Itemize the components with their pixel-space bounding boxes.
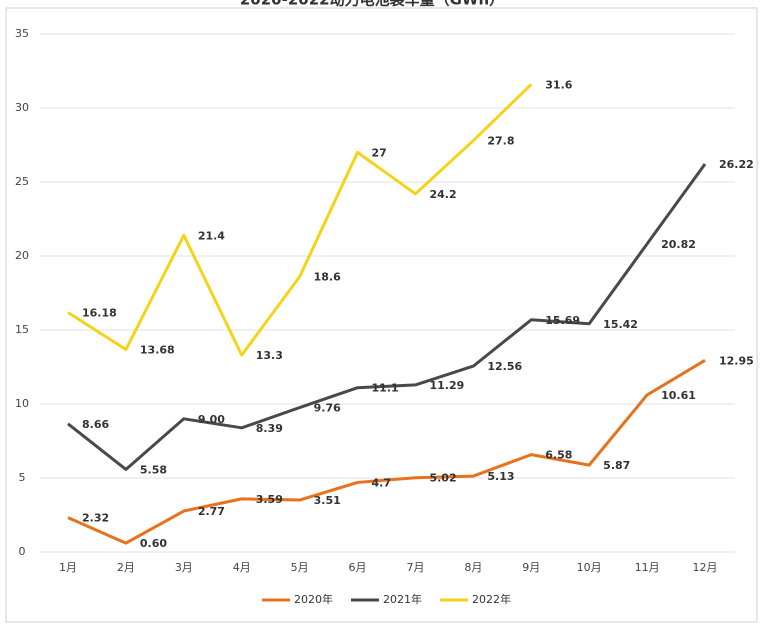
- y-tick-label: 5: [19, 471, 26, 484]
- value-label: 5.13: [487, 470, 514, 483]
- series-line: [67, 163, 707, 471]
- value-label: 5.58: [140, 463, 167, 476]
- value-label: 11.1: [372, 382, 399, 395]
- x-tick-label: 6月: [349, 561, 367, 574]
- x-tick-label: 3月: [175, 561, 193, 574]
- y-tick-label: 10: [15, 397, 29, 410]
- value-label: 13.3: [256, 349, 283, 362]
- x-tick-label: 5月: [291, 561, 309, 574]
- value-label: 31.6: [545, 78, 572, 91]
- x-tick-label: 12月: [693, 561, 718, 574]
- legend-label: 2020年: [294, 592, 333, 606]
- y-tick-label: 20: [15, 249, 29, 262]
- y-tick-label: 15: [15, 323, 29, 336]
- value-label: 11.29: [429, 379, 464, 392]
- value-label: 9.00: [198, 413, 225, 426]
- value-label: 27: [372, 146, 387, 159]
- x-tick-label: 2月: [117, 561, 135, 574]
- value-label: 5.87: [603, 459, 630, 472]
- y-tick-label: 25: [15, 175, 29, 188]
- chart-frame: [5, 7, 758, 623]
- value-label: 0.60: [140, 537, 167, 550]
- series-line: [67, 83, 533, 357]
- value-label: 8.39: [256, 422, 283, 435]
- value-label: 9.76: [314, 402, 341, 415]
- x-tick-label: 11月: [635, 561, 660, 574]
- value-label: 21.4: [198, 229, 225, 242]
- value-label: 12.56: [487, 360, 522, 373]
- series-line: [67, 359, 706, 545]
- legend-label: 2021年: [383, 592, 422, 606]
- value-label: 26.22: [719, 158, 754, 171]
- value-label: 2.32: [82, 512, 109, 525]
- chart-title: 2020-2022动力电池装车量（GWh）: [240, 0, 504, 9]
- value-label: 15.42: [603, 318, 638, 331]
- y-tick-label: 35: [15, 27, 29, 40]
- value-label: 13.68: [140, 344, 175, 357]
- value-label: 20.82: [661, 238, 696, 251]
- value-label: 6.58: [545, 449, 572, 462]
- legend-label: 2022年: [472, 592, 511, 606]
- value-label: 5.02: [429, 472, 456, 485]
- x-tick-label: 4月: [233, 561, 251, 574]
- value-label: 27.8: [487, 135, 514, 148]
- x-tick-label: 10月: [577, 561, 602, 574]
- x-tick-label: 1月: [59, 561, 77, 574]
- value-label: 10.61: [661, 389, 696, 402]
- value-label: 3.51: [314, 494, 341, 507]
- value-label: 12.95: [719, 354, 754, 367]
- value-label: 4.7: [372, 476, 392, 489]
- value-label: 18.6: [314, 271, 341, 284]
- value-label: 16.18: [82, 307, 117, 320]
- value-label: 3.59: [256, 493, 283, 506]
- value-label: 8.66: [82, 418, 109, 431]
- x-tick-label: 7月: [406, 561, 424, 574]
- x-tick-label: 9月: [522, 561, 540, 574]
- y-tick-label: 30: [15, 101, 29, 114]
- value-label: 24.2: [429, 188, 456, 201]
- value-label: 2.77: [198, 505, 225, 518]
- y-tick-label: 0: [19, 545, 26, 558]
- value-label: 15.69: [545, 314, 580, 327]
- x-tick-label: 8月: [464, 561, 482, 574]
